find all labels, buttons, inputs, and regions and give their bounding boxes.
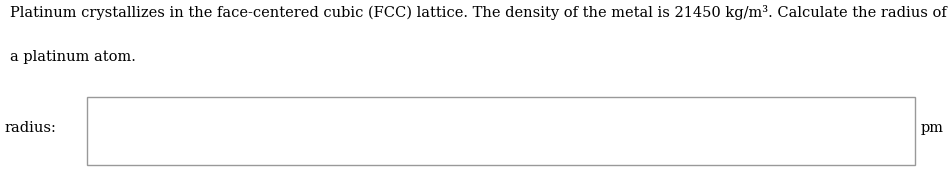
Text: pm: pm: [921, 121, 943, 135]
FancyBboxPatch shape: [87, 97, 915, 165]
Text: Platinum crystallizes in the face-centered cubic (FCC) lattice. The density of t: Platinum crystallizes in the face-center…: [10, 5, 946, 20]
Text: radius:: radius:: [5, 121, 57, 135]
Text: a platinum atom.: a platinum atom.: [10, 50, 135, 64]
